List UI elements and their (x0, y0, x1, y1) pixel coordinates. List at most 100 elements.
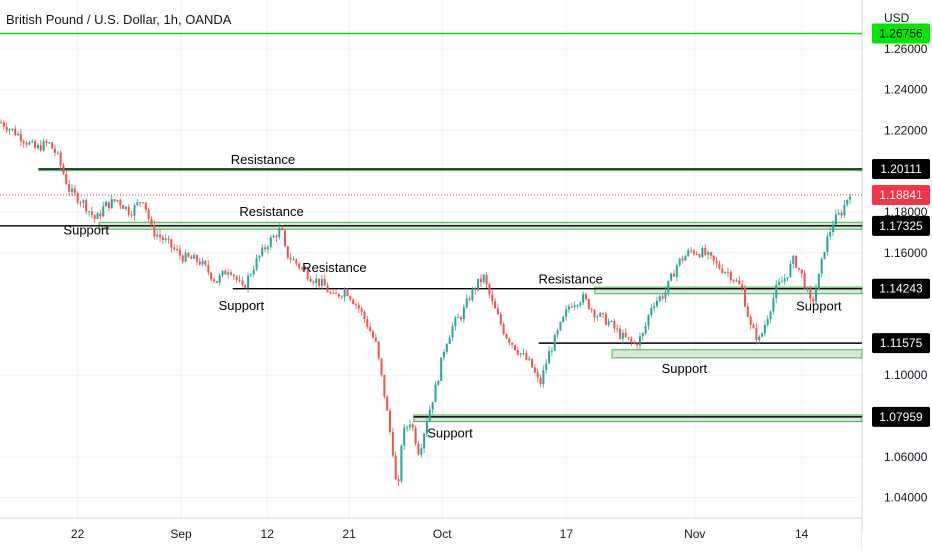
candle-body (113, 199, 116, 202)
candle-body (502, 324, 505, 335)
candle-body (337, 293, 340, 297)
candle-body (721, 268, 724, 273)
price-tag[interactable] (872, 184, 930, 205)
candle-body (817, 273, 820, 289)
sr-zone[interactable] (594, 286, 863, 295)
candle-body (303, 267, 306, 270)
candle-body (829, 231, 832, 237)
price-tag[interactable] (872, 215, 930, 236)
candle-body (832, 224, 835, 232)
candle-body (849, 196, 852, 200)
candle-body (539, 377, 542, 385)
candle-body (102, 206, 105, 217)
candle-body (244, 285, 247, 288)
candles (0, 119, 852, 486)
candle-body (812, 298, 815, 302)
candle-body (545, 363, 548, 370)
price-tag[interactable] (872, 159, 930, 180)
candle-body (744, 288, 747, 307)
candle-body (732, 280, 735, 282)
candle-body (769, 311, 772, 320)
price-tag[interactable] (872, 333, 930, 354)
candle-body (607, 321, 610, 325)
candle-body (249, 274, 252, 276)
candle-body (582, 294, 585, 303)
candle-body (204, 260, 207, 266)
price-tag[interactable] (872, 23, 930, 44)
x-tick-label: 12 (261, 527, 275, 541)
candle-body (797, 267, 800, 270)
candle-body (36, 144, 39, 149)
sr-zone[interactable] (413, 414, 863, 423)
candle-body (130, 214, 133, 216)
price-tag[interactable] (872, 278, 930, 299)
candle-body (570, 306, 573, 308)
candle-body (181, 255, 184, 262)
candle-body (522, 353, 525, 355)
candle-body (749, 316, 752, 325)
candle-body (499, 314, 502, 325)
candle-body (173, 247, 176, 250)
candle-body (494, 301, 497, 309)
candle-body (783, 278, 786, 282)
candle-body (275, 235, 278, 238)
candle-body (454, 317, 457, 327)
price-tag[interactable] (872, 406, 930, 427)
candle-body (599, 313, 602, 317)
candle-body (221, 270, 224, 276)
candle-body (224, 270, 227, 275)
sr-lines (0, 32, 862, 418)
currency-label: USD (884, 11, 910, 25)
candle-body (51, 142, 54, 149)
candle-body (329, 292, 332, 294)
candle-body (17, 133, 20, 136)
candle-body (295, 259, 298, 264)
candle-body (332, 292, 335, 294)
candle-body (698, 254, 701, 258)
candle-body (156, 234, 159, 237)
candle-body (261, 247, 264, 256)
grid (0, 0, 862, 518)
candle-body (834, 214, 837, 225)
candle-body (667, 280, 670, 293)
candle-body (673, 273, 676, 277)
candle-body (357, 304, 360, 309)
candle-body (565, 309, 568, 317)
candle-body (525, 353, 528, 360)
candle-body (567, 306, 570, 310)
candle-body (513, 344, 516, 351)
candle-body (48, 142, 51, 144)
candle-body (269, 237, 272, 247)
price-axis-ticks: 1.26000 1.24000 1.22000 1.18000 1.16000 1.100… (884, 42, 928, 505)
candle-body (25, 143, 28, 145)
candle-body (255, 258, 258, 270)
annotation-label: Resistance (538, 271, 602, 286)
candle-body (755, 328, 758, 341)
candle-body (161, 237, 164, 240)
candle-body (479, 278, 482, 282)
candle-body (184, 252, 187, 262)
candle-body (292, 259, 295, 261)
axis-corner[interactable] (862, 530, 932, 550)
annotation-label: Support (662, 361, 708, 376)
candle-body (198, 261, 201, 265)
candle-body (477, 278, 480, 290)
candle-body (374, 337, 377, 342)
candle-body (218, 275, 221, 283)
candle-body (414, 427, 417, 444)
candle-body (724, 272, 727, 274)
candle-body (258, 255, 261, 259)
candle-body (485, 274, 488, 285)
candle-body (814, 288, 817, 302)
sr-zone[interactable] (611, 349, 863, 359)
candle-body (491, 294, 494, 302)
candle-body (210, 272, 213, 280)
candle-body (45, 141, 48, 143)
candle-body (19, 133, 22, 142)
candle-body (795, 255, 798, 268)
candle-body (448, 337, 451, 345)
candle-body (252, 269, 255, 275)
candle-body (533, 367, 536, 373)
